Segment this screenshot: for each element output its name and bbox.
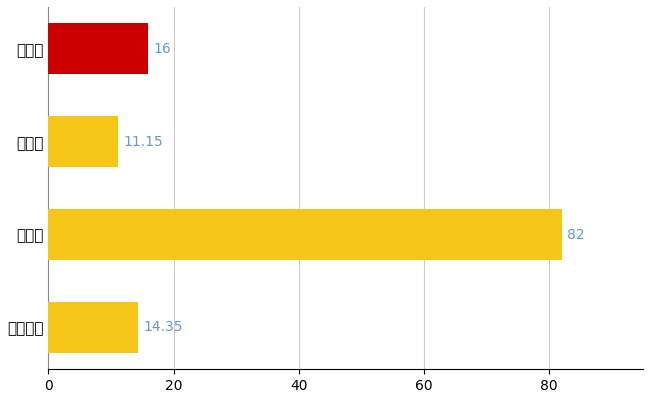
Bar bbox=[48, 209, 562, 260]
Text: 82: 82 bbox=[567, 228, 584, 242]
Text: 14.35: 14.35 bbox=[143, 320, 183, 334]
Text: 11.15: 11.15 bbox=[123, 135, 163, 149]
Bar bbox=[48, 302, 138, 353]
Bar bbox=[48, 116, 118, 167]
Bar bbox=[48, 24, 148, 74]
Text: 16: 16 bbox=[153, 42, 171, 56]
